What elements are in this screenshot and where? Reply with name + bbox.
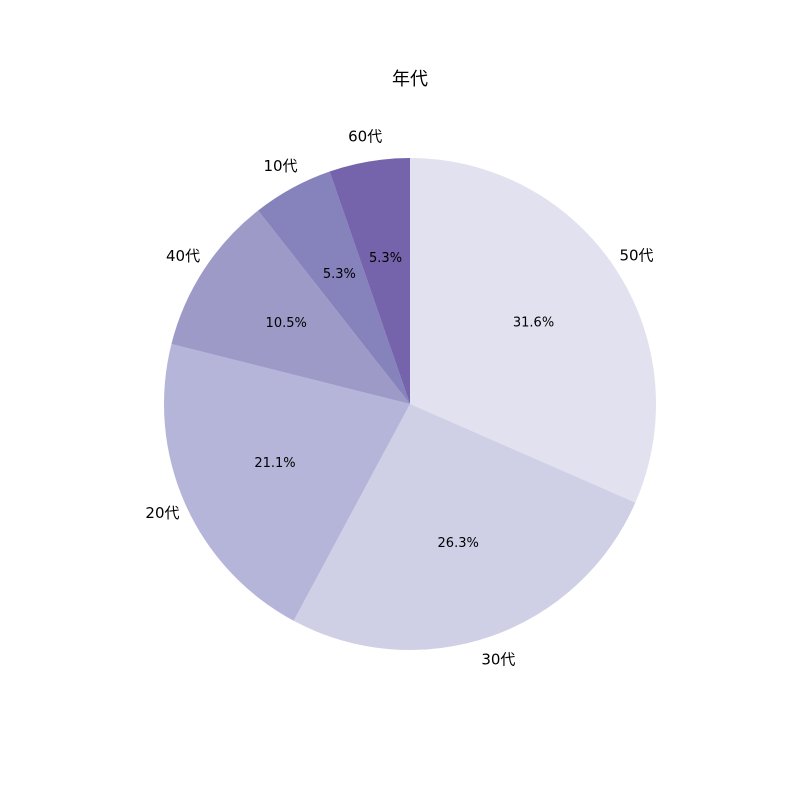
pie-slice	[410, 158, 656, 503]
pie-slice	[293, 404, 636, 650]
value-label: 21.1%	[254, 456, 295, 471]
value-label: 5.3%	[369, 251, 402, 266]
value-label: 26.3%	[438, 536, 479, 551]
category-label: 40代	[166, 247, 200, 265]
category-label: 30代	[481, 650, 515, 668]
pie-slice	[171, 210, 410, 404]
category-label: 50代	[619, 246, 653, 264]
value-label: 10.5%	[266, 316, 307, 331]
pie-slice	[163, 344, 410, 621]
pie-slice	[258, 171, 410, 404]
category-label: 10代	[263, 157, 297, 175]
pie-slice	[329, 158, 410, 404]
value-label: 31.6%	[513, 316, 554, 331]
category-label: 60代	[348, 128, 382, 146]
value-label: 5.3%	[323, 267, 356, 282]
chart-title: 年代	[392, 69, 428, 90]
category-label: 20代	[145, 504, 179, 522]
